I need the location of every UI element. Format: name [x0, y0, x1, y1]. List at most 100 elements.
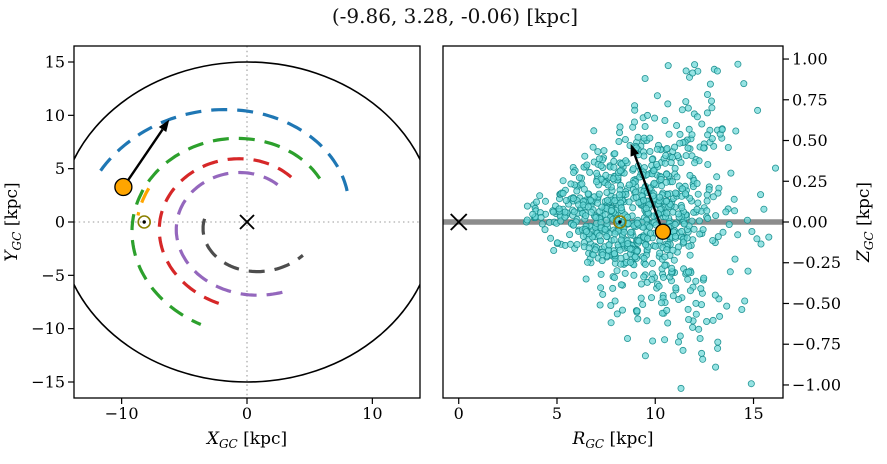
scatter-point	[627, 228, 635, 236]
scatter-point	[697, 285, 705, 293]
scatter-point	[699, 355, 707, 363]
y-tick-label: −0.25	[792, 253, 841, 272]
scatter-point	[646, 147, 654, 155]
scatter-point	[633, 247, 641, 255]
scatter-point	[668, 178, 676, 186]
scatter-point	[681, 190, 689, 198]
scatter-point	[567, 240, 575, 248]
scatter-point	[616, 246, 624, 254]
scatter-point	[730, 195, 738, 203]
scatter-point	[748, 227, 756, 235]
scatter-point	[642, 204, 650, 212]
scatter-point	[704, 91, 712, 99]
y-tick-label: 10	[45, 106, 65, 125]
scatter-point	[610, 157, 618, 165]
scatter-point	[648, 294, 656, 302]
scatter-point	[617, 236, 625, 244]
scatter-point	[684, 144, 692, 152]
scatter-point	[542, 197, 550, 205]
scatter-point	[629, 165, 637, 173]
scatter-point	[627, 258, 635, 266]
scatter-point	[704, 131, 712, 139]
spiral-arm-sagittarius-arm	[157, 157, 293, 306]
scatter-point	[741, 297, 749, 305]
scatter-point	[650, 179, 658, 187]
scatter-point	[694, 199, 702, 207]
scatter-point	[695, 217, 703, 225]
scatter-point	[609, 175, 617, 183]
scatter-point	[674, 210, 682, 218]
scatter-point	[700, 274, 708, 282]
scatter-point	[641, 260, 649, 268]
scatter-point	[684, 275, 692, 283]
scatter-point	[616, 123, 624, 131]
scatter-point	[538, 220, 546, 228]
scatter-point	[601, 225, 609, 233]
scatter-point	[621, 269, 629, 277]
figure-title: (-9.86, 3.28, -0.06) [kpc]	[331, 4, 579, 28]
scatter-point	[569, 194, 577, 202]
scatter-point	[703, 197, 711, 205]
scatter-point	[700, 144, 708, 152]
scatter-point	[611, 230, 619, 238]
spiral-arm-outer-arm	[95, 107, 349, 192]
scatter-point	[686, 251, 694, 259]
scatter-point	[682, 152, 690, 160]
scatter-point	[711, 291, 719, 299]
scatter-point	[693, 113, 701, 121]
scatter-point	[692, 299, 700, 307]
scatter-point	[639, 300, 647, 308]
scatter-point	[713, 67, 721, 75]
scatter-point	[634, 133, 642, 141]
scatter-point	[625, 181, 633, 189]
y-tick-label: 0	[55, 213, 65, 232]
y-tick-label: 1.00	[792, 50, 828, 69]
scatter-point	[772, 164, 780, 172]
scatter-point	[607, 319, 615, 327]
scatter-point	[661, 253, 669, 261]
scatter-point	[573, 187, 581, 195]
scatter-point	[635, 237, 643, 245]
scatter-point	[629, 204, 637, 212]
scatter-point	[675, 338, 683, 346]
scatter-point	[690, 225, 698, 233]
scatter-point	[685, 268, 693, 276]
scatter-point	[661, 117, 669, 125]
scatter-point	[661, 336, 669, 344]
scatter-point	[603, 216, 611, 224]
scatter-point	[685, 125, 693, 133]
x-axis-label-right: RGC [kpc]	[572, 429, 654, 451]
scatter-point	[685, 315, 693, 323]
scatter-point	[624, 240, 632, 248]
scatter-point	[603, 232, 611, 240]
scatter-point	[632, 193, 640, 201]
scatter-point	[662, 151, 670, 159]
scatter-point	[630, 271, 638, 279]
scatter-point	[671, 232, 679, 240]
scatter-point	[594, 199, 602, 207]
scatter-point	[723, 302, 731, 310]
x-tick-label: 10	[362, 404, 382, 423]
scatter-point	[585, 244, 593, 252]
y-tick-label: −0.75	[792, 335, 841, 354]
y-axis-label-left: YGC [kpc]	[2, 182, 24, 261]
scatter-point	[678, 106, 686, 114]
scatter-point	[691, 159, 699, 167]
cluster-marker	[654, 223, 672, 240]
scatter-point	[570, 168, 578, 176]
scatter-point	[676, 139, 684, 147]
scatter-point	[669, 292, 677, 300]
y-tick-label: 5	[55, 159, 65, 178]
scatter-point	[726, 268, 734, 276]
scatter-point	[708, 135, 716, 143]
scatter-point	[604, 196, 612, 204]
scatter-point	[676, 332, 684, 340]
galactic-center-marker	[450, 213, 468, 231]
scatter-point	[740, 80, 748, 88]
scatter-point	[557, 217, 565, 225]
sun-marker	[613, 215, 627, 229]
scatter-point	[722, 208, 730, 216]
scatter-point	[650, 167, 658, 175]
scatter-point	[620, 228, 628, 236]
